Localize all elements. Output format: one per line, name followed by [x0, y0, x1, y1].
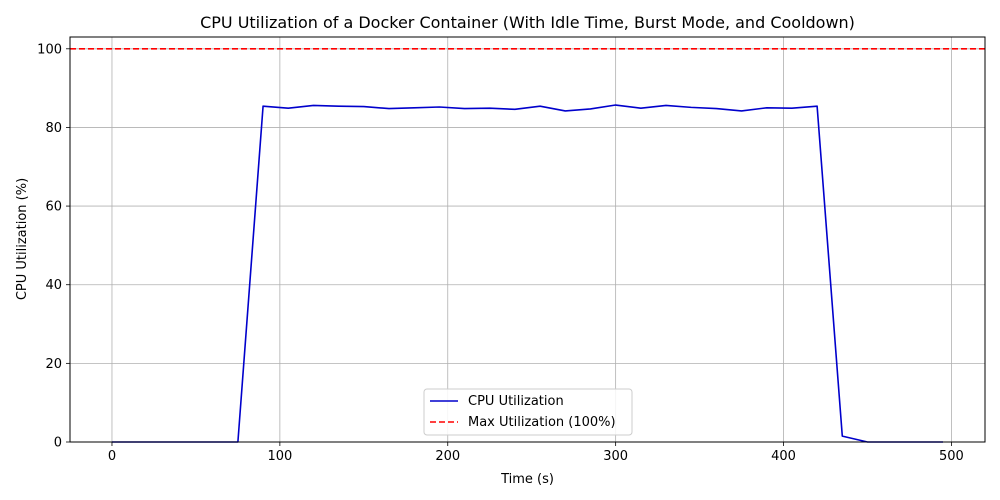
legend: CPU Utilization Max Utilization (100%)	[423, 388, 633, 436]
x-axis-label: Time (s)	[500, 472, 554, 487]
x-tick-label: 200	[435, 449, 460, 464]
series-layer	[70, 47, 985, 443]
y-tick-label: 0	[54, 436, 62, 451]
y-tick-label: 40	[45, 278, 62, 293]
plot-frame	[69, 36, 986, 443]
x-tick-label: 500	[939, 449, 964, 464]
y-tick-label: 80	[45, 121, 62, 136]
legend-entry-cpu-utilization: CPU Utilization	[468, 394, 564, 409]
x-tick-label: 300	[603, 449, 628, 464]
legend-box	[423, 388, 633, 436]
y-axis-label: CPU Utilization (%)	[15, 178, 30, 300]
y-tick-label: 100	[37, 42, 62, 57]
chart-title: CPU Utilization of a Docker Container (W…	[200, 13, 855, 32]
grid	[70, 37, 985, 443]
x-tick-label: 100	[267, 449, 292, 464]
x-tick-label: 400	[771, 449, 796, 464]
legend-entry-max-utilization: Max Utilization (100%)	[468, 415, 616, 430]
x-tick-label: 0	[108, 449, 116, 464]
y-tick-label: 60	[45, 200, 62, 215]
series-line-cpu-utilization	[111, 104, 944, 443]
y-tick-label: 20	[45, 357, 62, 372]
axis-ticks: 0 100 200 300 400 500 0 20 40 60 80 100	[37, 42, 964, 464]
